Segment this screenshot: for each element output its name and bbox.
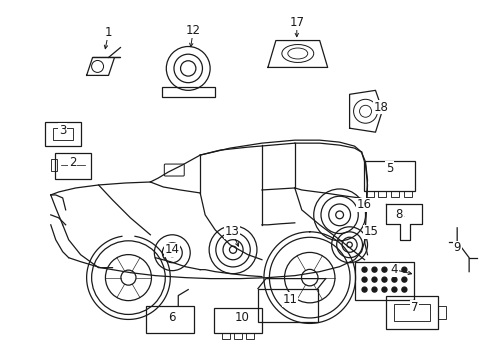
Bar — [378, 191, 386, 197]
Text: 4: 4 — [390, 263, 397, 276]
Text: 14: 14 — [164, 243, 180, 256]
Bar — [394, 303, 429, 321]
Circle shape — [381, 277, 386, 282]
Circle shape — [371, 287, 376, 292]
Text: 18: 18 — [373, 101, 388, 114]
Bar — [386, 296, 437, 329]
Bar — [363, 161, 414, 191]
Bar — [146, 306, 194, 333]
Bar — [354, 262, 413, 300]
Bar — [214, 307, 262, 333]
Circle shape — [361, 287, 366, 292]
Text: 7: 7 — [410, 301, 417, 314]
Bar — [245, 333, 253, 339]
Circle shape — [391, 267, 396, 272]
Text: 16: 16 — [356, 198, 371, 211]
Bar — [404, 191, 411, 197]
Text: 1: 1 — [104, 26, 112, 39]
Circle shape — [371, 267, 376, 272]
Circle shape — [361, 277, 366, 282]
Bar — [162, 87, 214, 97]
Text: 11: 11 — [282, 293, 297, 306]
Text: 17: 17 — [289, 16, 304, 29]
Circle shape — [401, 267, 406, 272]
Circle shape — [401, 277, 406, 282]
Text: 13: 13 — [224, 225, 239, 238]
Circle shape — [381, 287, 386, 292]
Text: 9: 9 — [452, 241, 460, 254]
Bar — [222, 333, 229, 339]
Text: 15: 15 — [364, 225, 378, 238]
Circle shape — [391, 277, 396, 282]
Text: 6: 6 — [168, 311, 176, 324]
Bar — [53, 128, 73, 140]
Text: 5: 5 — [385, 162, 392, 175]
Bar — [258, 289, 317, 323]
Text: 8: 8 — [395, 208, 402, 221]
Bar — [365, 191, 373, 197]
Circle shape — [371, 277, 376, 282]
Bar — [45, 122, 81, 146]
Bar — [55, 153, 90, 179]
Bar — [51, 159, 57, 171]
Circle shape — [391, 287, 396, 292]
Text: 10: 10 — [234, 311, 249, 324]
Circle shape — [401, 287, 406, 292]
Bar — [437, 306, 446, 319]
Bar — [234, 333, 242, 339]
Text: 3: 3 — [59, 124, 66, 137]
Text: 12: 12 — [185, 24, 200, 37]
Text: 2: 2 — [69, 156, 76, 168]
Bar — [390, 191, 399, 197]
Circle shape — [381, 267, 386, 272]
Circle shape — [361, 267, 366, 272]
